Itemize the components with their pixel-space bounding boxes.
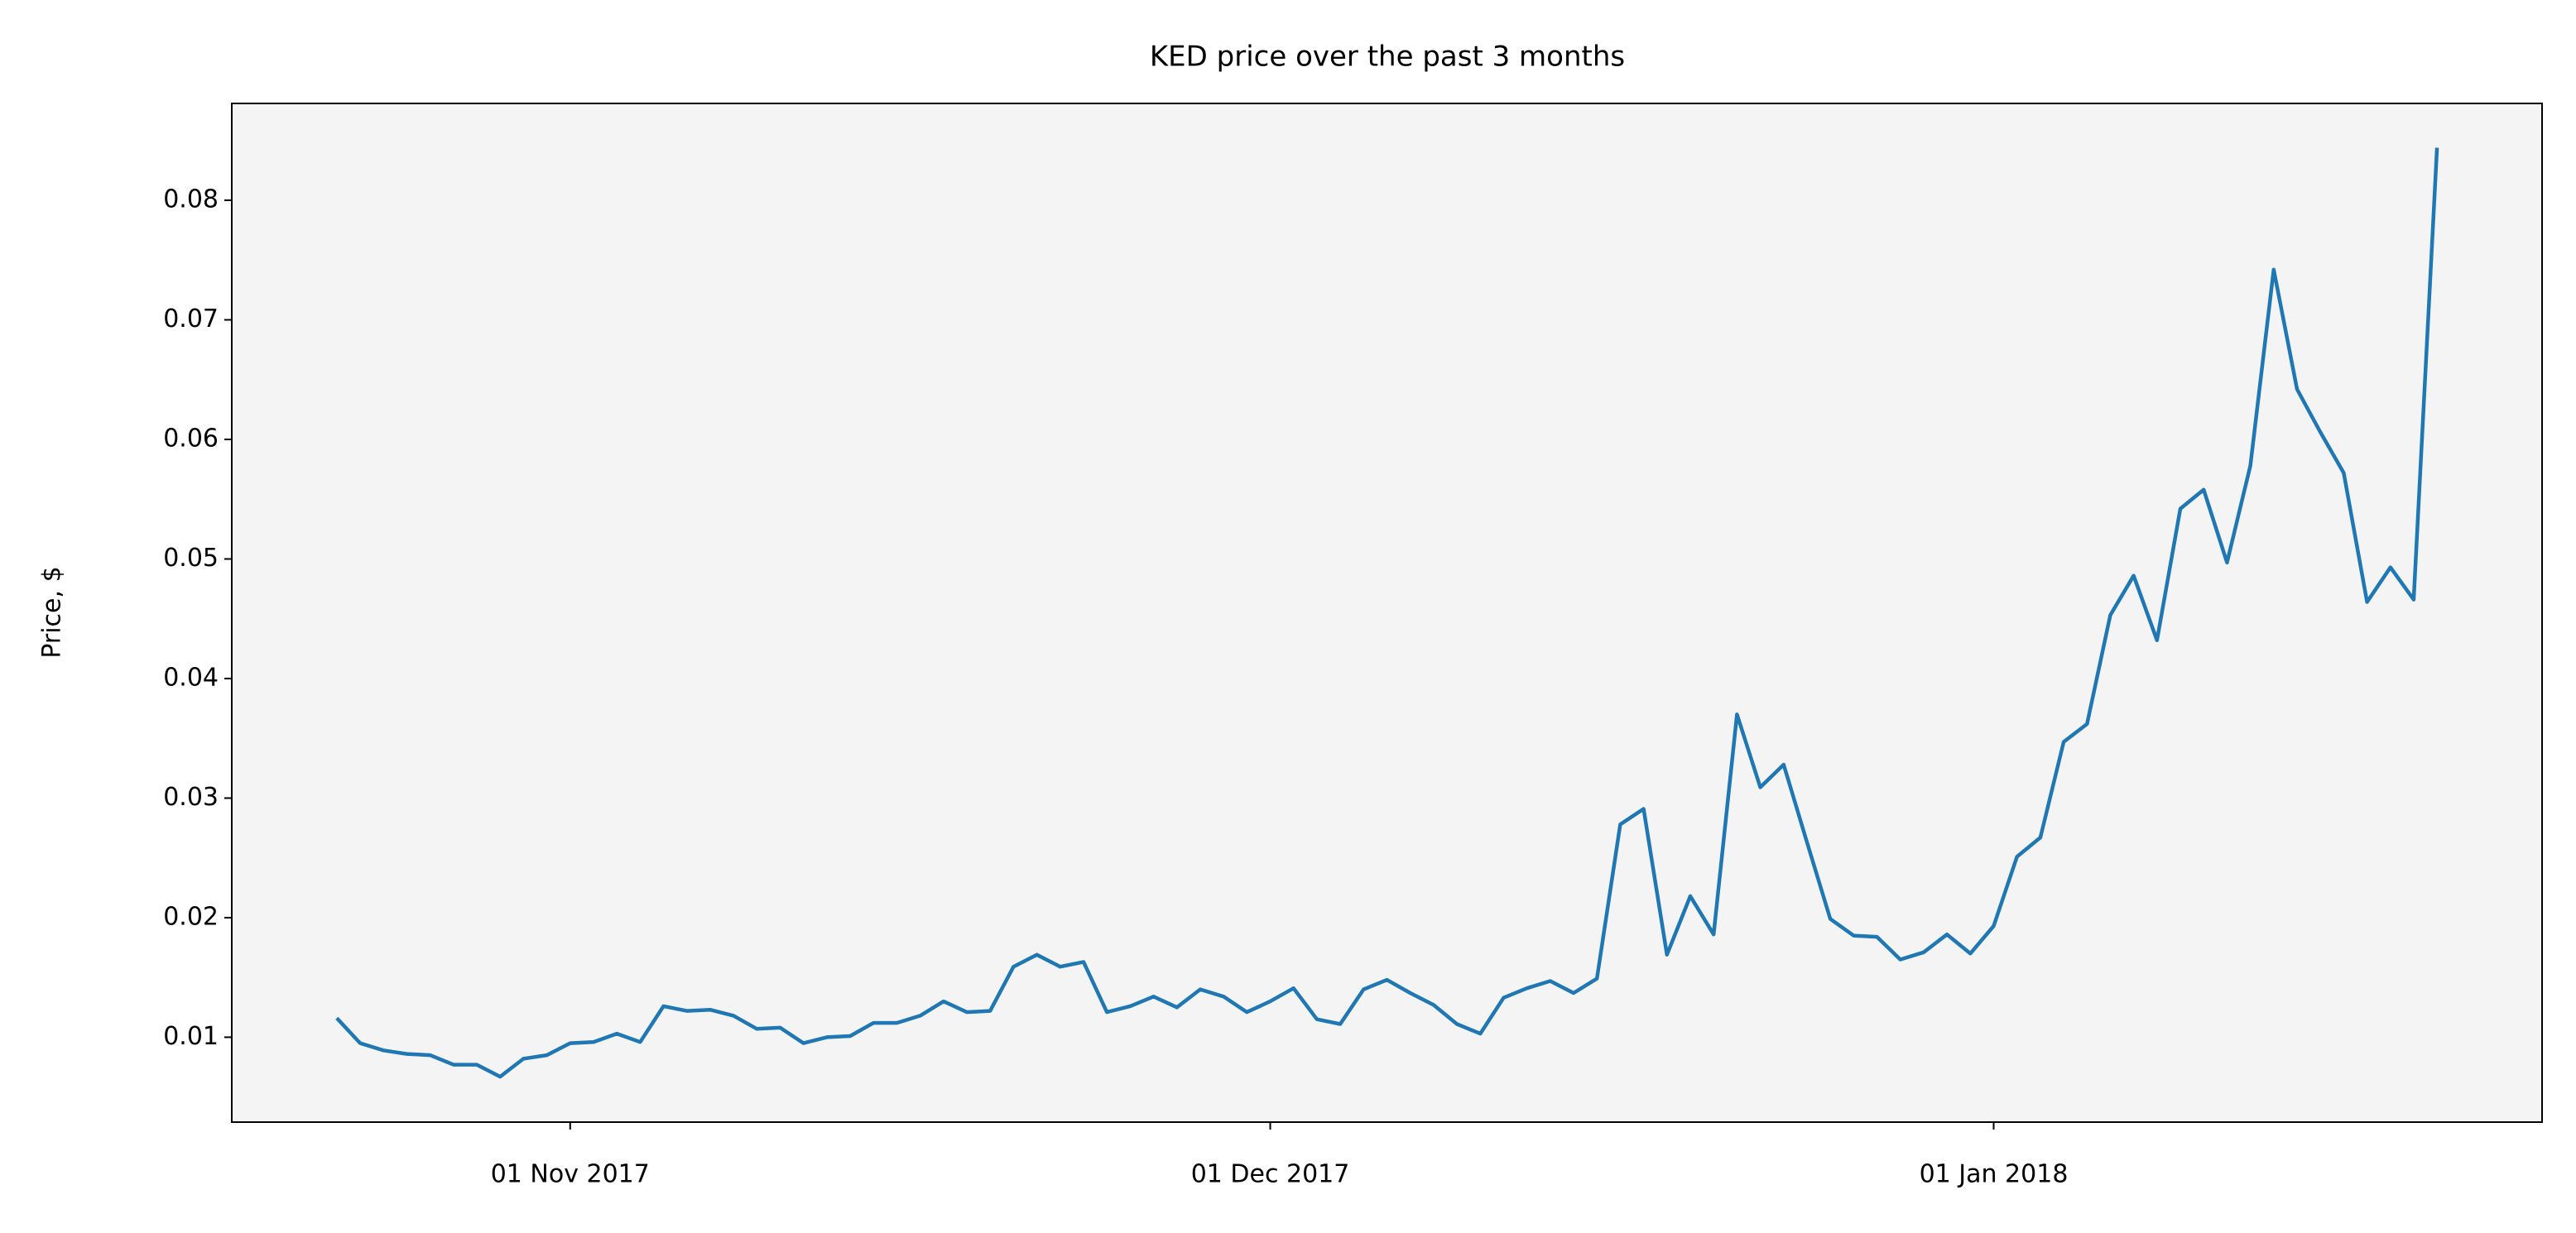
chart-title: KED price over the past 3 months bbox=[1150, 41, 1625, 74]
y-tick-label: 0.02 bbox=[163, 902, 219, 931]
y-tick-label: 0.06 bbox=[163, 424, 219, 453]
y-tick-label: 0.04 bbox=[163, 663, 219, 692]
x-tick-label: 01 Dec 2017 bbox=[1191, 1160, 1350, 1189]
x-tick-label: 01 Nov 2017 bbox=[491, 1160, 650, 1189]
plot-area bbox=[232, 103, 2542, 1122]
y-tick-label: 0.01 bbox=[163, 1022, 219, 1051]
y-tick-label: 0.05 bbox=[163, 544, 219, 573]
x-tick-label: 01 Jan 2018 bbox=[1920, 1160, 2069, 1189]
y-axis-label: Price, $ bbox=[38, 566, 67, 658]
y-tick-label: 0.08 bbox=[163, 185, 219, 214]
y-tick-label: 0.07 bbox=[163, 305, 219, 333]
y-tick-label: 0.03 bbox=[163, 783, 219, 812]
plot-frame bbox=[231, 103, 2543, 1123]
price-line bbox=[335, 147, 2439, 1079]
